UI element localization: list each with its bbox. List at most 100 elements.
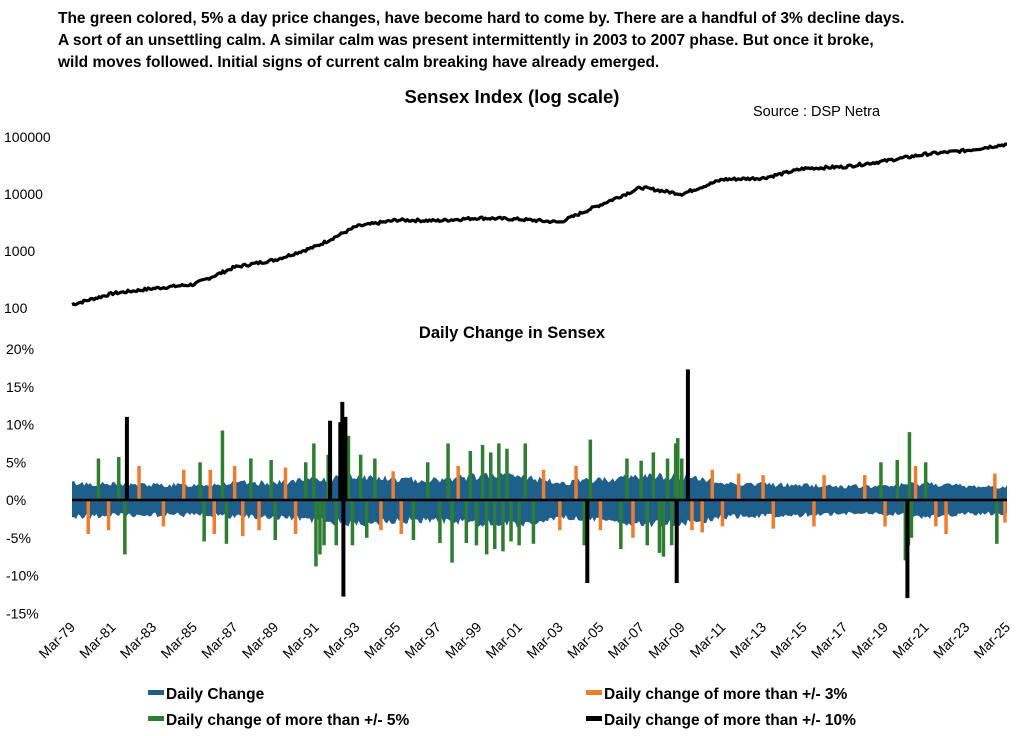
change-bar-5pct xyxy=(661,500,666,557)
change-bar-3pct xyxy=(558,500,562,531)
change-bar-3pct xyxy=(241,500,245,537)
change-bar-5pct xyxy=(312,443,316,500)
change-bar-5pct xyxy=(322,500,326,546)
change-bar-5pct xyxy=(358,454,363,500)
change-bar-10pct xyxy=(585,500,590,583)
x-tick-label: Mar-21 xyxy=(889,619,932,662)
change-bar-5pct xyxy=(665,458,670,500)
change-bar-5pct xyxy=(639,460,643,500)
x-tick-label: Mar-25 xyxy=(970,619,1013,662)
x-axis: Mar-79Mar-81Mar-83Mar-85Mar-87Mar-89Mar-… xyxy=(35,619,1013,662)
change-bar-5pct xyxy=(923,462,928,501)
x-tick-label: Mar-17 xyxy=(808,619,851,662)
change-bar-5pct xyxy=(438,500,442,543)
index-line xyxy=(71,142,1007,307)
change-bar-3pct xyxy=(391,471,395,500)
change-bar-5pct xyxy=(517,500,521,546)
x-tick-label: Mar-83 xyxy=(117,619,160,662)
x-tick-label: Mar-19 xyxy=(848,619,891,662)
change-bar-5pct xyxy=(903,500,908,561)
change-bar-5pct xyxy=(909,500,914,538)
legend-label: Daily change of more than +/- 3% xyxy=(604,686,848,703)
change-y-tick: -5% xyxy=(6,530,31,546)
change-y-tick: 10% xyxy=(6,417,34,433)
change-bar-5pct xyxy=(304,462,308,501)
x-tick-label: Mar-91 xyxy=(279,619,322,662)
change-bar-5pct xyxy=(446,443,450,500)
change-bar-5pct xyxy=(224,500,229,544)
change-bar-5pct xyxy=(907,432,912,500)
change-bar-5pct xyxy=(995,500,999,544)
change-bar-5pct xyxy=(895,460,899,500)
change-bar-3pct xyxy=(137,466,141,500)
change-bar-3pct xyxy=(631,500,635,538)
change-bar-3pct xyxy=(379,500,383,531)
legend-label: Daily change of more than +/- 5% xyxy=(166,712,410,729)
change-bar-5pct xyxy=(220,430,225,500)
change-bar-5pct xyxy=(531,500,536,544)
change-bar-3pct xyxy=(208,469,212,500)
change-bar-5pct xyxy=(318,500,322,555)
index-chart-title: Sensex Index (log scale) xyxy=(404,86,620,107)
change-bar-3pct xyxy=(812,500,816,527)
change-bar-5pct xyxy=(523,443,527,500)
change-bar-3pct xyxy=(541,469,546,500)
change-bar-3pct xyxy=(212,500,216,534)
change-event-bars xyxy=(86,369,1007,599)
change-bar-5pct xyxy=(582,500,586,546)
x-tick-label: Mar-09 xyxy=(645,619,688,662)
change-bar-10pct xyxy=(328,420,333,500)
change-bar-10pct xyxy=(124,416,129,500)
change-bar-3pct xyxy=(690,500,694,531)
change-bar-5pct xyxy=(117,457,121,500)
legend-daily-change: Daily Change xyxy=(148,686,264,704)
change-bar-5pct xyxy=(509,500,513,542)
index-y-tick: 100000 xyxy=(4,129,51,145)
change-bar-5pct xyxy=(123,500,127,555)
change-bar-5pct xyxy=(680,458,684,500)
change-bar-5pct xyxy=(350,500,355,546)
x-tick-label: Mar-79 xyxy=(35,619,78,662)
change-bar-5pct xyxy=(879,462,883,501)
change-bar-5pct xyxy=(657,500,662,553)
source-note: Source : DSP Netra xyxy=(753,104,881,120)
change-bar-3pct xyxy=(106,500,111,531)
change-bar-3pct xyxy=(771,500,775,529)
change-y-tick: 5% xyxy=(6,454,26,470)
change-bar-5pct xyxy=(450,500,454,563)
change-bar-5pct xyxy=(645,500,649,546)
change-bar-5pct xyxy=(464,500,469,543)
change-bar-5pct xyxy=(96,458,101,500)
change-bar-3pct xyxy=(1003,500,1007,523)
change-bar-3pct xyxy=(456,466,460,500)
change-bar-5pct xyxy=(346,435,351,500)
x-tick-label: Mar-11 xyxy=(687,619,729,661)
legend-label: Daily change of more than +/- 10% xyxy=(604,712,856,729)
legend-swatch xyxy=(148,690,164,696)
legend-swatch xyxy=(148,716,164,722)
change-y-tick: -10% xyxy=(6,568,39,584)
change-bar-3pct xyxy=(761,475,765,500)
change-bar-3pct xyxy=(993,473,997,500)
x-tick-label: Mar-15 xyxy=(767,619,810,662)
legend-label: Daily Change xyxy=(166,686,265,703)
change-bar-5pct xyxy=(651,452,656,500)
change-bar-5pct xyxy=(669,500,674,546)
change-bar-10pct xyxy=(674,500,679,583)
change-bar-10pct xyxy=(340,401,345,500)
change-bar-3pct xyxy=(574,466,578,500)
change-bar-5pct xyxy=(314,500,318,567)
change-bar-5pct xyxy=(468,450,473,500)
change-bar-5pct xyxy=(501,500,505,552)
change-bar-5pct xyxy=(505,448,509,500)
x-tick-label: Mar-81 xyxy=(76,619,119,662)
change-bar-5pct xyxy=(676,438,680,500)
change-y-tick: -15% xyxy=(6,605,39,621)
x-tick-label: Mar-89 xyxy=(239,619,282,662)
x-tick-label: Mar-97 xyxy=(401,619,444,662)
legend-swatch xyxy=(586,716,602,722)
change-y-tick: 0% xyxy=(6,492,26,508)
change-bar-3pct xyxy=(883,500,887,527)
change-bar-3pct xyxy=(293,500,298,534)
